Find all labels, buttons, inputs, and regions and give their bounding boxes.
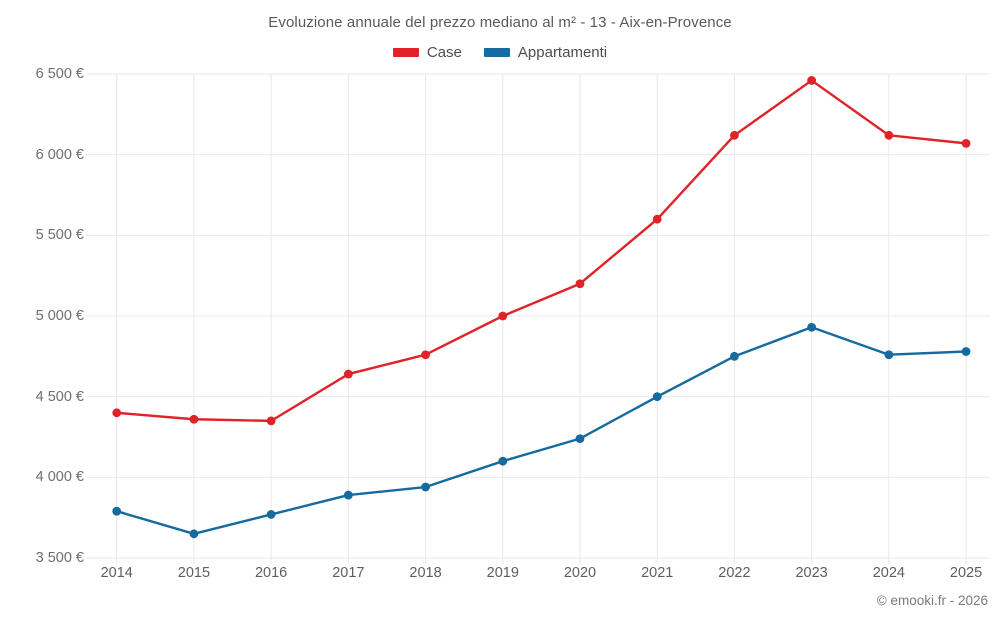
y-axis-tick-label: 6 500 € [35,66,84,82]
chart-legend: Case Appartamenti [0,44,1000,61]
grid-lines [86,73,990,564]
y-axis-tick-label: 3 500 € [35,550,84,566]
footer-credit: © emooki.fr - 2026 [876,593,988,608]
data-point[interactable] [884,130,894,140]
legend-label-appartamenti: Appartamenti [517,44,608,61]
data-point[interactable] [652,214,662,224]
y-axis-tick-label: 5 000 € [35,308,84,324]
data-point[interactable] [652,392,662,402]
data-point[interactable] [189,529,199,539]
x-axis-tick-label: 2023 [795,565,828,581]
data-point[interactable] [961,138,971,148]
data-point[interactable] [961,347,971,356]
legend-swatch-case-icon [392,48,419,57]
x-axis-tick-label: 2014 [100,565,133,581]
data-point[interactable] [730,130,739,140]
x-axis-tick-label: 2021 [641,565,674,581]
legend-item-appartamenti[interactable]: Appartamenti [483,44,608,61]
data-point[interactable] [884,350,894,360]
x-axis-tick-label: 2018 [409,565,442,581]
data-point[interactable] [112,408,122,418]
data-point[interactable] [498,456,508,466]
x-axis-tick-label: 2017 [332,565,365,581]
data-point[interactable] [730,351,739,361]
data-point[interactable] [189,414,199,424]
data-point[interactable] [575,279,585,289]
series-lines [112,76,971,539]
data-point[interactable] [266,510,276,519]
legend-swatch-appartamenti-icon [483,48,510,57]
x-axis-tick-label: 2024 [872,565,905,581]
x-axis-tick-label: 2016 [254,565,288,581]
data-point[interactable] [112,506,122,516]
series-line-case[interactable] [115,79,968,423]
x-axis-tick-label: 2015 [177,565,211,581]
data-point[interactable] [266,416,276,426]
legend-label-case: Case [426,44,462,61]
data-point[interactable] [343,369,353,379]
series-line-appartamenti[interactable] [115,326,968,535]
data-point[interactable] [575,434,585,444]
data-point[interactable] [421,350,430,360]
data-point[interactable] [807,76,817,85]
data-point[interactable] [807,322,817,332]
y-axis-tick-label: 4 500 € [35,388,84,405]
y-axis-tick-label: 4 000 € [35,469,84,486]
x-axis-tick-label: 2022 [718,565,751,581]
x-axis-tick-label: 2019 [486,565,519,581]
y-axis-tick-label: 5 500 € [35,227,84,244]
chart-title: Evoluzione annuale del prezzo mediano al… [268,14,732,31]
x-axis-tick-label: 2020 [563,565,597,581]
x-axis-tick-label: 2025 [949,565,983,581]
y-axis-tick-label: 6 000 € [35,146,84,163]
data-point[interactable] [498,311,508,321]
data-point[interactable] [421,482,430,492]
data-point[interactable] [343,490,353,500]
legend-item-case[interactable]: Case [392,44,462,61]
